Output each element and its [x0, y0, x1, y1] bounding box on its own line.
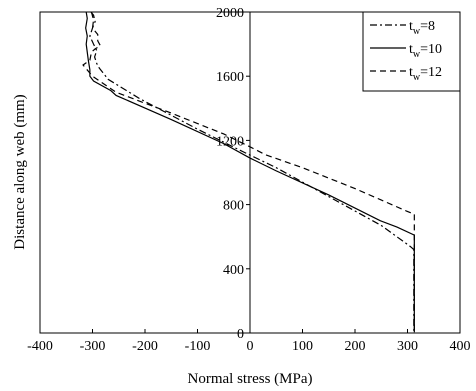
- y-axis-title: Distance along web (mm): [12, 94, 28, 249]
- legend: tw=8 tw=10 tw=12: [362, 11, 461, 92]
- x-tick-label: -100: [185, 339, 211, 354]
- x-tick-label: -300: [80, 339, 106, 354]
- legend-label-3: tw=12: [409, 65, 442, 83]
- y-tick-label: 1200: [216, 134, 244, 149]
- y-tick-label: 2000: [216, 6, 244, 21]
- series-line-1: [89, 11, 415, 333]
- y-tick-label: 0: [237, 327, 244, 342]
- x-tick-label: 0: [247, 339, 254, 354]
- legend-label-1: tw=8: [409, 19, 435, 37]
- legend-box: [362, 11, 461, 92]
- x-tick-label: 300: [397, 339, 418, 354]
- series-line-2: [85, 11, 415, 333]
- x-tick-label: -200: [132, 339, 158, 354]
- y-tick-label: 400: [223, 263, 244, 278]
- x-tick-label: 100: [292, 339, 313, 354]
- legend-label-2: tw=10: [409, 42, 442, 60]
- y-tick-label: 800: [223, 199, 244, 214]
- x-tick-label: -400: [27, 339, 53, 354]
- series-lines: [82, 11, 415, 333]
- x-axis-title: Normal stress (MPa): [188, 371, 313, 387]
- y-axis-ticks: 0 400 800 1200 1600 2000: [216, 6, 250, 342]
- x-tick-label: 400: [450, 339, 471, 354]
- y-tick-label: 1600: [216, 70, 244, 85]
- x-tick-label: 200: [345, 339, 366, 354]
